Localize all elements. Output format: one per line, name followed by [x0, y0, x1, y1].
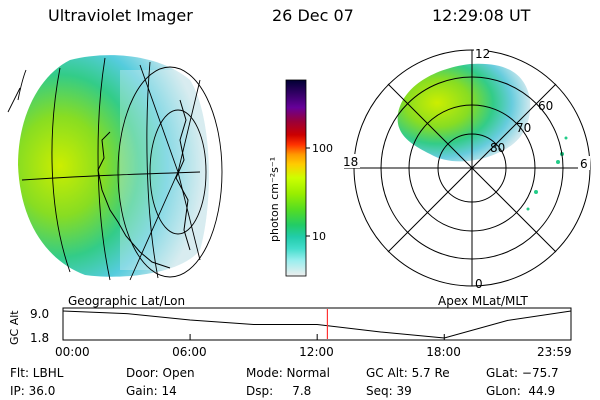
mlt-label-0: 0 — [475, 277, 483, 291]
auroral-oval — [397, 63, 531, 162]
time-label: 12:29:08 UT — [432, 6, 531, 25]
xtick-label: 23:59 — [537, 345, 572, 359]
colorbar-scale — [285, 79, 307, 277]
glon-info: GLon: 44.9 — [486, 384, 556, 398]
mlat-label-60: 60 — [538, 99, 553, 113]
colorbar-label: photon cm⁻²s⁻¹ — [268, 157, 281, 242]
left-panel-caption: Geographic Lat/Lon — [68, 294, 186, 308]
geographic-image-panel — [7, 55, 223, 281]
gc-alt-info: GC Alt: 5.7 Re — [366, 366, 450, 380]
right-panel-caption: Apex MLat/MLT — [438, 294, 528, 308]
polar-grid — [344, 49, 591, 287]
app-title: Ultraviolet Imager — [48, 6, 193, 25]
ytick-label-top: 9.0 — [30, 307, 49, 321]
mode-info: Mode: Normal — [246, 366, 330, 380]
gain-info: Gain: 14 — [126, 384, 177, 398]
colorbar-tick-100: 100 — [312, 142, 333, 155]
xtick-label: 06:00 — [172, 345, 207, 359]
xtick-label: 18:00 — [426, 345, 461, 359]
ip-info: IP: 36.0 — [10, 384, 56, 398]
coastline — [97, 99, 191, 269]
glat-info: GLat: −75.7 — [486, 366, 559, 380]
seq-info: Seq: 39 — [366, 384, 412, 398]
altitude-chart: GC Alt 9.0 1.8 00:00 06:00 12:00 18:00 2… — [8, 307, 572, 359]
dsp-info: Dsp: 7.8 — [246, 384, 312, 398]
chart-ylabel: GC Alt — [8, 310, 21, 345]
x-tick-labels: 00:00 06:00 12:00 18:00 23:59 — [55, 345, 572, 359]
gc-alt-series-line — [62, 310, 572, 339]
mlat-label-70: 70 — [516, 121, 531, 135]
mlt-label-6: 6 — [580, 157, 588, 171]
x-ticks — [62, 334, 572, 340]
date-label: 26 Dec 07 — [272, 6, 354, 25]
mlt-label-12: 12 — [475, 47, 490, 61]
speckle-texture — [120, 70, 209, 270]
xtick-label: 12:00 — [299, 345, 334, 359]
ytick-label-bottom: 1.8 — [30, 331, 49, 345]
xtick-label: 00:00 — [55, 345, 90, 359]
filter-info: Flt: LBHL — [10, 366, 64, 380]
colorbar: 100 10 photon cm⁻²s⁻¹ — [268, 79, 333, 277]
door-info: Door: Open — [126, 366, 195, 380]
colorbar-tick-10: 10 — [312, 230, 326, 243]
auroral-spots — [526, 136, 568, 211]
geographic-grid — [7, 57, 223, 281]
polar-apex-panel: 12 18 6 0 60 70 80 — [342, 46, 591, 291]
mlt-label-18: 18 — [343, 155, 358, 169]
mlat-label-80: 80 — [490, 141, 505, 155]
